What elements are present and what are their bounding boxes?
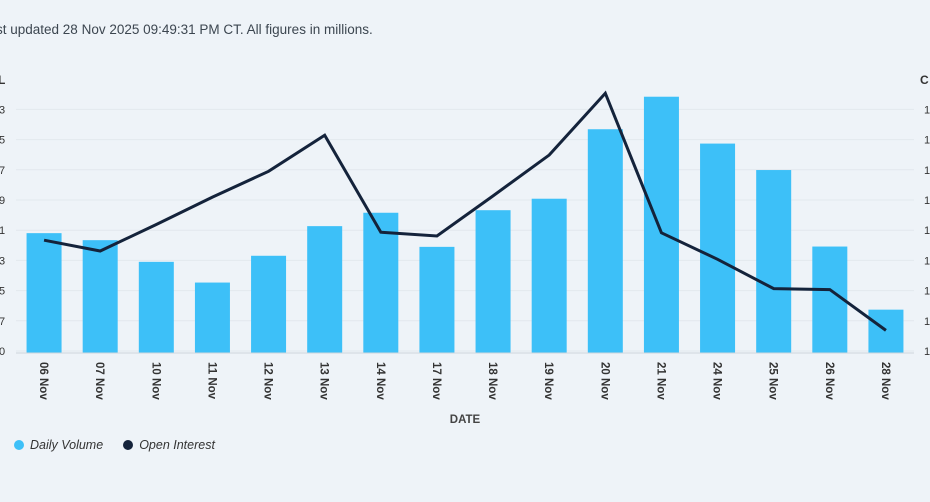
open-interest-point[interactable]: [714, 255, 722, 263]
x-tick-label: 11 Nov: [205, 362, 217, 400]
volume-bar[interactable]: [82, 240, 118, 353]
open-interest-point[interactable]: [826, 286, 834, 294]
volume-bar[interactable]: [700, 143, 736, 353]
x-tick-label: 26 Nov: [823, 362, 835, 400]
x-tick-label: 07 Nov: [93, 362, 105, 400]
volume-bar[interactable]: [475, 210, 511, 353]
x-tick-label: 13 Nov: [318, 362, 330, 400]
left-y-tick-label: 7: [0, 165, 5, 177]
open-interest-point[interactable]: [545, 151, 553, 159]
right-y-tick-label: 1: [924, 286, 930, 298]
legend-daily-volume-swatch: [14, 440, 24, 450]
x-tick-label: 14 Nov: [374, 362, 386, 400]
right-y-tick-label: 1: [924, 346, 930, 358]
open-interest-point[interactable]: [96, 247, 104, 255]
left-y-tick-label: 1: [0, 225, 5, 237]
left-y-tick-label: 9: [0, 195, 5, 207]
x-tick-label: 25 Nov: [767, 362, 779, 400]
left-y-tick-label: 7: [0, 316, 5, 328]
volume-bar[interactable]: [531, 198, 567, 353]
open-interest-point[interactable]: [657, 229, 665, 237]
right-y-tick-label: 1: [924, 255, 930, 267]
right-y-tick-label: 1: [924, 195, 930, 207]
right-y-tick-label: 1: [924, 104, 930, 116]
volume-bar[interactable]: [756, 170, 792, 353]
chart-subtitle: st updated 28 Nov 2025 09:49:31 PM CT. A…: [0, 22, 373, 37]
right-axis-header: C: [920, 73, 929, 87]
x-tick-label: 19 Nov: [542, 362, 554, 400]
open-interest-point[interactable]: [489, 192, 497, 200]
x-tick-label: 17 Nov: [430, 362, 442, 400]
legend-open-interest-swatch: [123, 440, 134, 450]
left-y-axis-ticks: 0 7 5 3 1 9 7 5 3: [0, 104, 5, 358]
legend-daily-volume-label: Daily Volume: [30, 438, 104, 452]
volume-bar[interactable]: [194, 282, 230, 353]
volume-bar[interactable]: [868, 309, 904, 353]
left-y-tick-label: 3: [0, 255, 5, 267]
open-interest-point[interactable]: [40, 236, 48, 244]
right-y-tick-label: 1: [924, 165, 930, 177]
right-y-tick-label: 1: [924, 316, 930, 328]
open-interest-point[interactable]: [770, 285, 778, 293]
right-y-tick-label: 1: [924, 135, 930, 147]
left-y-tick-label: 5: [0, 286, 5, 298]
x-tick-label: 06 Nov: [37, 362, 49, 400]
legend-item-daily-volume[interactable]: Daily Volume: [14, 438, 103, 452]
legend-item-open-interest[interactable]: Open Interest: [123, 438, 215, 452]
open-interest-line: [40, 89, 890, 334]
x-tick-label: 28 Nov: [879, 362, 891, 400]
open-interest-point[interactable]: [882, 326, 890, 334]
right-y-axis-ticks: 1 1 1 1 1 1 1 1 1: [924, 104, 930, 358]
left-y-tick-label: 3: [0, 104, 5, 116]
volume-bar[interactable]: [26, 233, 62, 353]
chart-legend: Daily Volume Open Interest: [14, 438, 235, 452]
open-interest-polyline: [43, 90, 887, 332]
volume-bar[interactable]: [251, 255, 287, 353]
right-y-tick-label: 1: [924, 225, 930, 237]
volume-bar[interactable]: [307, 226, 343, 353]
left-y-tick-label: 5: [0, 135, 5, 147]
x-tick-label: 20 Nov: [598, 362, 610, 400]
volume-bar[interactable]: [419, 246, 455, 353]
left-y-tick-label: 0: [0, 346, 5, 358]
x-tick-label: 24 Nov: [711, 362, 723, 400]
x-tick-label: 10 Nov: [149, 362, 161, 400]
x-axis-ticks: 06 Nov 07 Nov 10 Nov 11 Nov 12 Nov 13 Nov 14 N…: [37, 362, 891, 400]
x-tick-label: 18 Nov: [486, 362, 498, 400]
volume-bar[interactable]: [587, 129, 623, 353]
x-axis-label: DATE: [450, 414, 481, 426]
volume-bar[interactable]: [363, 212, 399, 353]
volume-bar[interactable]: [643, 96, 679, 353]
open-interest-point[interactable]: [601, 89, 609, 97]
open-interest-point[interactable]: [208, 193, 216, 201]
open-interest-point[interactable]: [433, 232, 441, 240]
x-tick-label: 12 Nov: [262, 362, 274, 400]
left-axis-header: L: [0, 73, 6, 87]
daily-volume-bars: [26, 96, 904, 353]
open-interest-point[interactable]: [321, 131, 329, 139]
x-tick-label: 21 Nov: [654, 362, 666, 400]
open-interest-point[interactable]: [152, 221, 160, 229]
open-interest-point[interactable]: [265, 167, 273, 175]
legend-open-interest-label: Open Interest: [139, 438, 215, 452]
open-interest-point[interactable]: [377, 228, 385, 236]
volume-bar[interactable]: [138, 261, 174, 353]
